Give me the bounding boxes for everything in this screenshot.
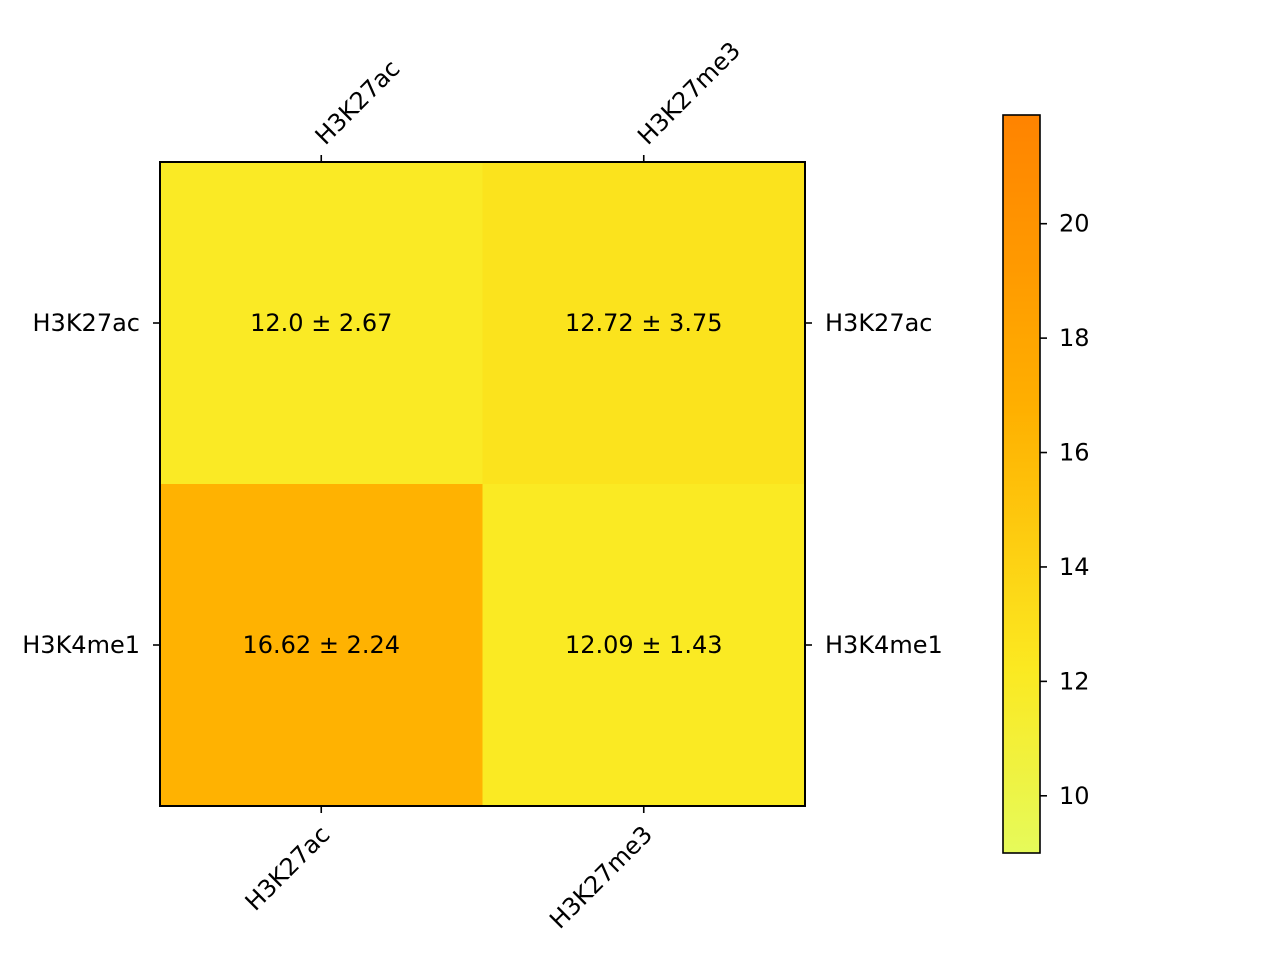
cell-value-label: 12.09 ± 1.43 <box>565 631 723 659</box>
x-tick-label-bottom: H3K27ac <box>240 820 336 916</box>
x-tick-label-top: H3K27ac <box>310 54 406 150</box>
cell-value-label: 12.0 ± 2.67 <box>250 309 392 337</box>
colorbar-tick-label: 16 <box>1059 439 1090 467</box>
colorbar-tick-label: 18 <box>1059 324 1090 352</box>
heatmap-cell <box>160 484 483 807</box>
y-tick-label-right: H3K27ac <box>825 309 933 337</box>
plot-frame <box>159 161 806 807</box>
y-tick-label-left: H3K4me1 <box>22 631 140 659</box>
colorbar-tick-label: 10 <box>1059 782 1090 810</box>
colorbar-tick-label: 12 <box>1059 667 1090 695</box>
heatmap-cell <box>160 162 483 485</box>
x-tick-label-bottom: H3K27me3 <box>544 820 658 934</box>
cell-value-label: 12.72 ± 3.75 <box>565 309 723 337</box>
y-tick-label-left: H3K27ac <box>33 309 141 337</box>
cell-value-label: 16.62 ± 2.24 <box>242 631 400 659</box>
heatmap-cell <box>482 484 806 807</box>
colorbar-tick-label: 14 <box>1059 553 1090 581</box>
heatmap-cell <box>482 162 806 485</box>
heatmap-cells: 12.0 ± 2.67 12.72 ± 3.75 16.62 ± 2.24 12.09… <box>160 162 806 807</box>
colorbar: 10 12 14 16 18 20 <box>1002 114 1090 854</box>
colorbar-gradient <box>1002 114 1041 854</box>
x-tick-label-top: H3K27me3 <box>632 36 746 150</box>
colorbar-tick-label: 20 <box>1059 210 1090 238</box>
y-tick-label-right: H3K4me1 <box>825 631 943 659</box>
